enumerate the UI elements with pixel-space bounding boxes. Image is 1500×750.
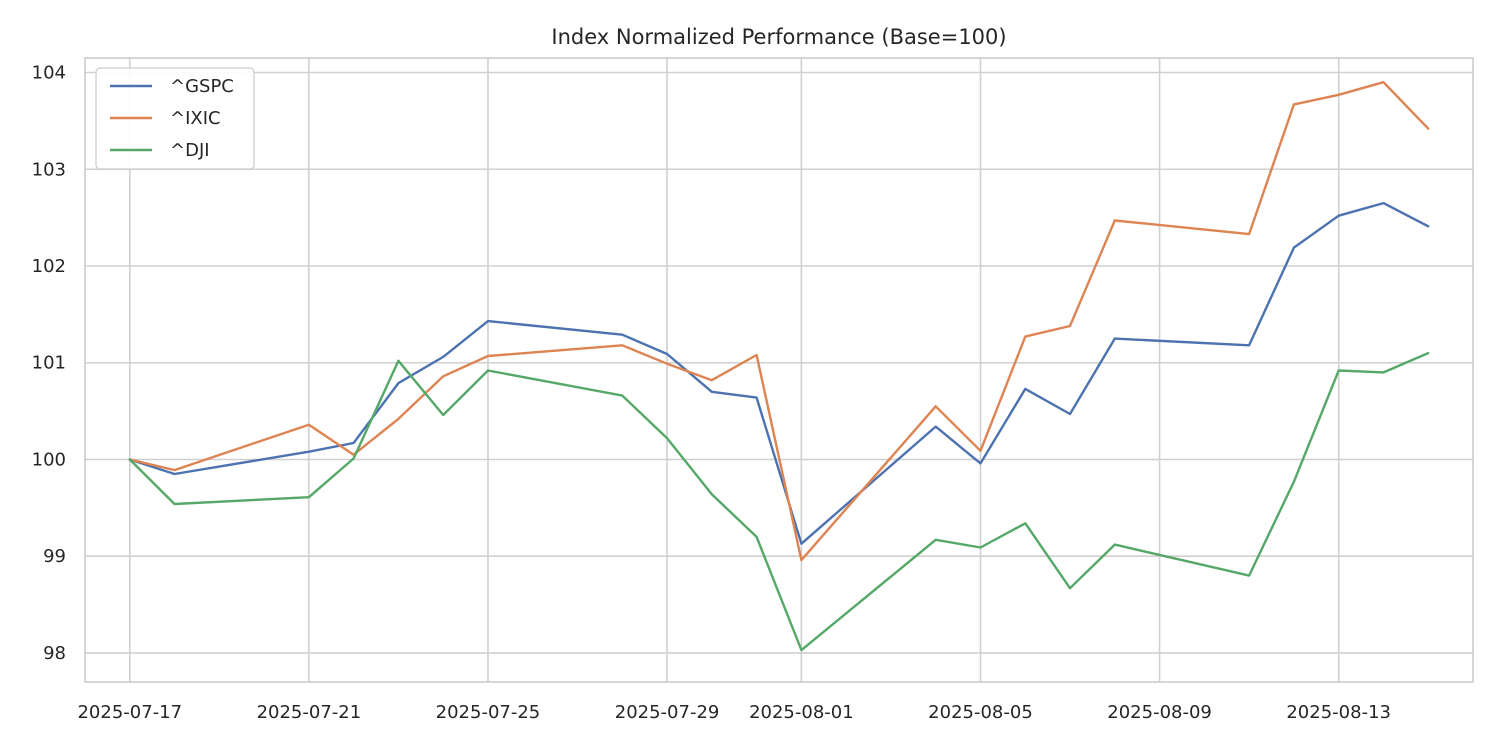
x-tick-label: 2025-07-25: [436, 702, 541, 723]
legend-label: ^DJI: [170, 140, 210, 161]
y-tick-label: 98: [43, 643, 66, 664]
y-axis-ticks: 98 99 100 101 102 103 104: [32, 63, 66, 664]
grid: [85, 58, 1473, 682]
y-tick-label: 102: [32, 256, 66, 277]
x-axis-ticks: 2025-07-17 2025-07-21 2025-07-25 2025-07-29…: [77, 702, 1391, 723]
legend-label: ^GSPC: [170, 76, 234, 97]
plot-frame: [84, 57, 1474, 683]
legend-box: [95, 67, 255, 170]
y-tick-label: 100: [32, 449, 66, 470]
x-tick-label: 2025-08-05: [928, 702, 1033, 723]
y-tick-label: 99: [43, 546, 66, 567]
y-tick-label: 104: [32, 63, 66, 84]
x-tick-label: 2025-07-17: [77, 702, 182, 723]
legend-label: ^IXIC: [170, 108, 221, 129]
series-line-dji: [128, 351, 1430, 652]
chart-title: Index Normalized Performance (Base=100): [551, 25, 1006, 49]
y-tick-label: 103: [32, 159, 66, 180]
legend: ^GSPC ^IXIC ^DJI: [95, 67, 255, 170]
x-tick-label: 2025-08-13: [1286, 702, 1391, 723]
x-tick-label: 2025-07-29: [615, 702, 720, 723]
x-tick-label: 2025-07-21: [257, 702, 362, 723]
x-tick-label: 2025-08-09: [1107, 702, 1212, 723]
series-line-gspc: [128, 201, 1430, 545]
y-tick-label: 101: [32, 353, 66, 374]
series-lines: [128, 80, 1430, 652]
x-tick-label: 2025-08-01: [749, 702, 854, 723]
series-line-ixic: [128, 80, 1430, 562]
